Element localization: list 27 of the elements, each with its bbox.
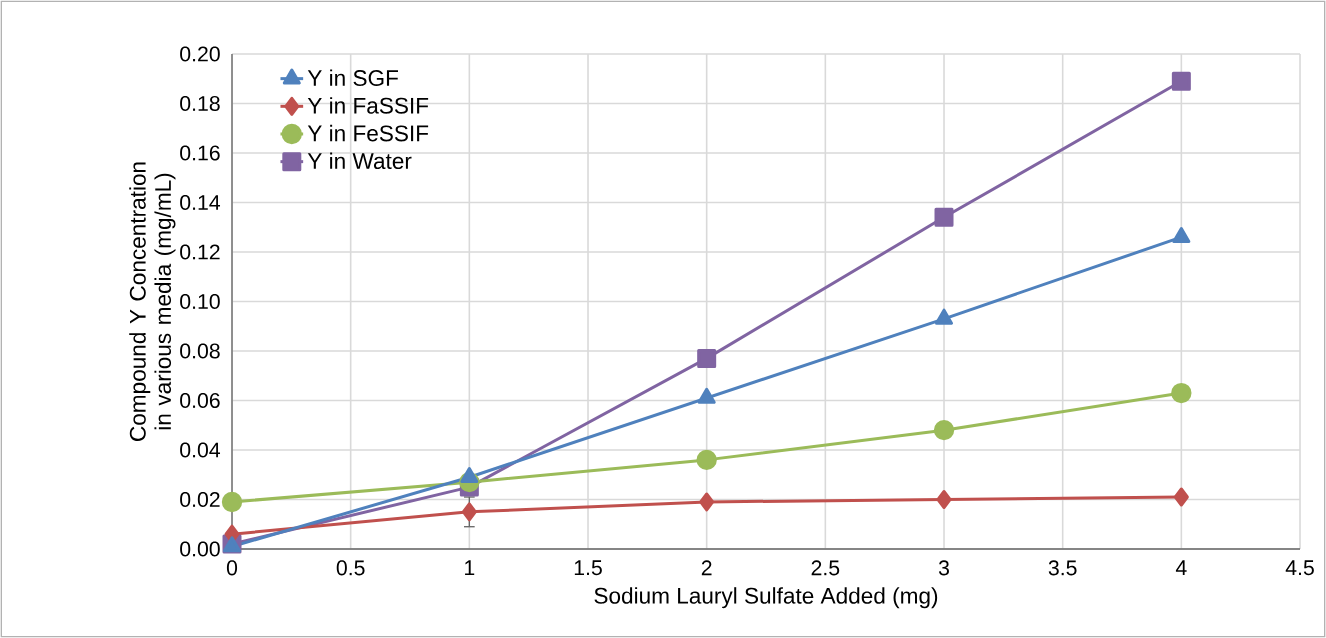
x-tick-label: 2.5 (811, 560, 840, 576)
y-tick-label: 0.02 (180, 491, 220, 508)
y-tick-label: 0.10 (180, 293, 220, 310)
y-axis-title: Compound Y Concentration in various media (mg/mL) (129, 162, 176, 441)
legend-label: Y in FeSSIF (307, 124, 429, 142)
x-tick-label: 0.5 (336, 560, 365, 576)
x-tick-label: 0 (226, 560, 238, 576)
x-tick-label: 3 (938, 560, 949, 576)
y-tick-label: 0.08 (180, 343, 220, 359)
y-tick-label: 0.00 (180, 541, 220, 557)
y-tick-label: 0.16 (180, 145, 220, 161)
x-tick-label: 1 (465, 560, 475, 575)
x-tick-label: 3.5 (1048, 560, 1077, 576)
x-tick-label: 4 (1175, 560, 1187, 575)
legend-label: Y in SGF (307, 69, 398, 87)
x-tick-label: 2 (701, 560, 712, 576)
x-axis-title: Sodium Lauryl Sulfate Added (mg) (594, 587, 938, 609)
y-tick-label: 0.18 (180, 95, 220, 112)
y-tick-label: 0.20 (180, 46, 220, 62)
y-tick-label: 0.04 (180, 442, 221, 458)
x-tick-label: 1.5 (574, 560, 602, 576)
y-tick-label: 0.12 (180, 244, 220, 260)
legend-label: Y in FaSSIF (307, 97, 429, 114)
y-tick-label: 0.14 (180, 194, 221, 211)
x-tick-label: 4.5 (1285, 560, 1314, 576)
legend-label: Y in Water (307, 152, 412, 170)
y-tick-label: 0.06 (180, 392, 220, 409)
